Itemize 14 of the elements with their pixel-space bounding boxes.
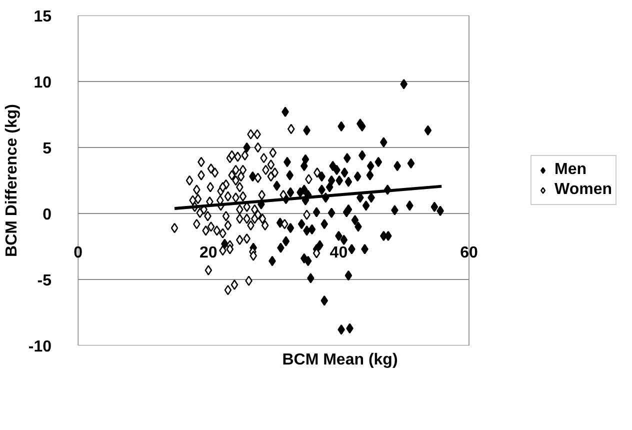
x-tick-label: 20 (200, 244, 218, 262)
y-tick-label: 15 (34, 8, 52, 26)
x-tick-label: 0 (74, 244, 83, 262)
y-tick-label: -5 (37, 272, 52, 290)
y-tick-label: -10 (28, 338, 52, 356)
y-tick-label: 0 (42, 206, 52, 224)
y-tick-label: 10 (34, 74, 52, 92)
legend-label: Women (554, 181, 612, 199)
y-tick-label: 5 (42, 140, 52, 158)
x-tick-label: 40 (330, 244, 348, 262)
y-axis-title: BCM Difference (kg) (3, 104, 20, 257)
x-tick-label: 60 (460, 244, 478, 262)
x-axis-title: BCM Mean (kg) (282, 352, 398, 368)
legend-label: Men (554, 161, 587, 179)
